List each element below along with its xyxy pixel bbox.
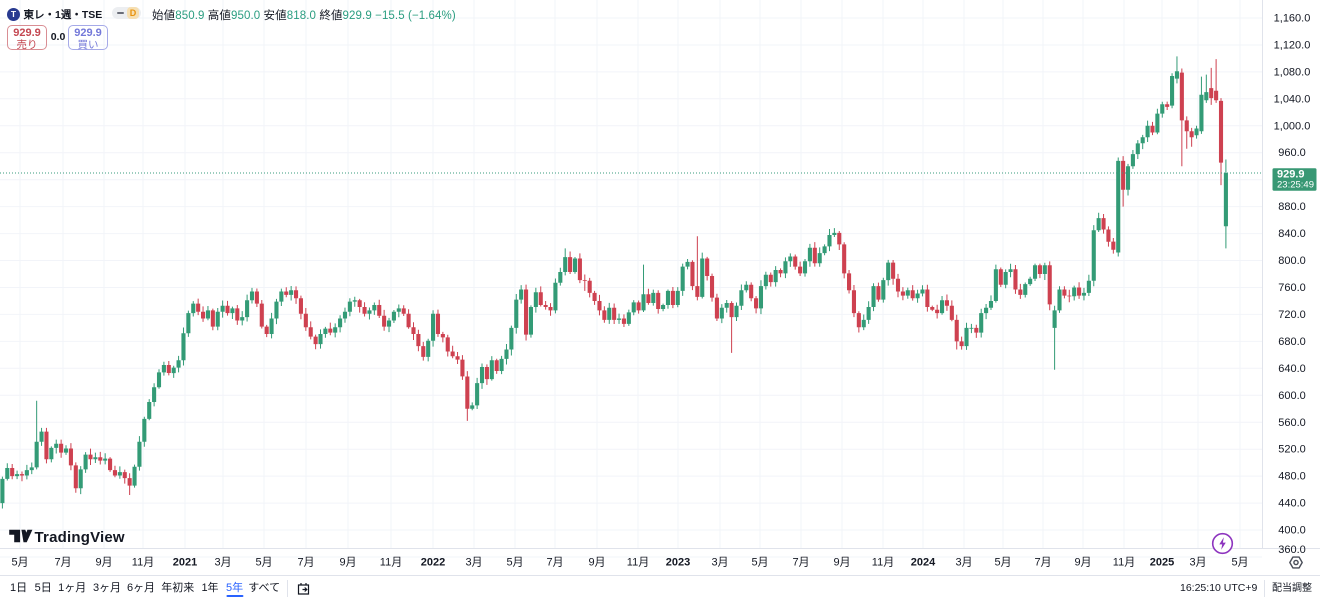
- svg-text:560.0: 560.0: [1278, 417, 1306, 429]
- svg-text:1,160.0: 1,160.0: [1274, 13, 1311, 25]
- svg-text:7月: 7月: [546, 557, 563, 569]
- svg-text:3月: 3月: [465, 557, 482, 569]
- svg-text:360.0: 360.0: [1278, 544, 1306, 556]
- svg-text:11月: 11月: [872, 557, 894, 569]
- svg-text:680.0: 680.0: [1278, 336, 1306, 348]
- svg-text:5月: 5月: [751, 557, 768, 569]
- svg-text:9月: 9月: [833, 557, 850, 569]
- svg-text:840.0: 840.0: [1278, 228, 1306, 240]
- svg-text:2021: 2021: [173, 557, 197, 569]
- svg-text:11月: 11月: [1113, 557, 1135, 569]
- svg-text:9月: 9月: [95, 557, 112, 569]
- svg-text:1,040.0: 1,040.0: [1274, 93, 1311, 105]
- svg-text:2025: 2025: [1150, 557, 1174, 569]
- svg-text:880.0: 880.0: [1278, 201, 1306, 213]
- svg-text:5月: 5月: [994, 557, 1011, 569]
- svg-text:960.0: 960.0: [1278, 147, 1306, 159]
- svg-text:2024: 2024: [911, 557, 936, 569]
- svg-text:400.0: 400.0: [1278, 525, 1306, 537]
- svg-text:1,120.0: 1,120.0: [1274, 40, 1311, 52]
- svg-text:11月: 11月: [132, 557, 154, 569]
- svg-text:640.0: 640.0: [1278, 363, 1306, 375]
- svg-text:760.0: 760.0: [1278, 282, 1306, 294]
- svg-text:TradingView: TradingView: [35, 529, 125, 546]
- svg-text:600.0: 600.0: [1278, 390, 1306, 402]
- svg-text:3月: 3月: [1189, 557, 1206, 569]
- svg-text:3月: 3月: [711, 557, 728, 569]
- svg-text:9月: 9月: [339, 557, 356, 569]
- svg-text:9月: 9月: [1074, 557, 1091, 569]
- svg-text:800.0: 800.0: [1278, 255, 1306, 267]
- svg-text:480.0: 480.0: [1278, 471, 1306, 483]
- svg-text:2023: 2023: [666, 557, 690, 569]
- svg-text:5月: 5月: [1231, 557, 1248, 569]
- svg-text:9月: 9月: [588, 557, 605, 569]
- svg-text:7月: 7月: [54, 557, 71, 569]
- svg-text:2022: 2022: [421, 557, 445, 569]
- svg-text:7月: 7月: [792, 557, 809, 569]
- svg-text:23:25:49: 23:25:49: [1277, 180, 1314, 191]
- svg-text:3月: 3月: [955, 557, 972, 569]
- svg-text:929.9: 929.9: [1277, 169, 1305, 181]
- svg-text:5月: 5月: [255, 557, 272, 569]
- svg-text:1,000.0: 1,000.0: [1274, 120, 1311, 132]
- svg-text:11月: 11月: [380, 557, 402, 569]
- svg-text:520.0: 520.0: [1278, 444, 1306, 456]
- svg-text:11月: 11月: [627, 557, 649, 569]
- svg-text:440.0: 440.0: [1278, 498, 1306, 510]
- svg-text:5月: 5月: [506, 557, 523, 569]
- svg-text:720.0: 720.0: [1278, 309, 1306, 321]
- svg-text:3月: 3月: [214, 557, 231, 569]
- svg-text:1,080.0: 1,080.0: [1274, 66, 1311, 78]
- svg-text:5月: 5月: [11, 557, 28, 569]
- svg-text:7月: 7月: [297, 557, 314, 569]
- svg-text:7月: 7月: [1034, 557, 1051, 569]
